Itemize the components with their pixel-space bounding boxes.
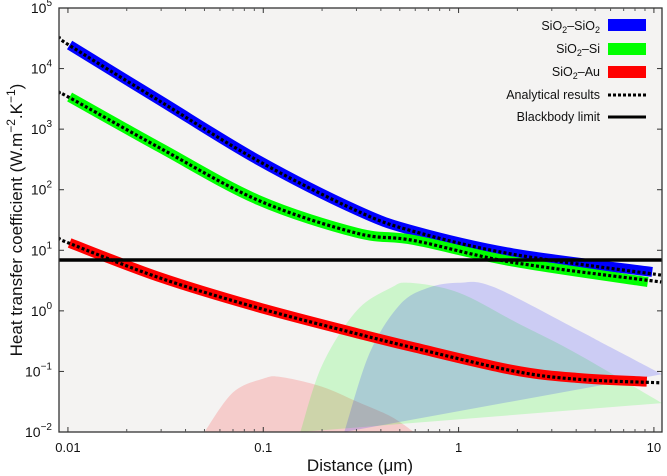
legend-swatch-red	[608, 66, 646, 78]
y-axis-label: Heat transfer coefficient (W.m−2.K−1)	[4, 84, 26, 357]
legend-label: SiO2–Si	[556, 42, 600, 58]
y-tick-label: 10−1	[25, 361, 52, 379]
x-tick-label: 1	[455, 440, 462, 455]
analytical-curve-1	[59, 90, 662, 284]
y-tick-label: 102	[31, 180, 53, 198]
legend-entry-sio2-au: SiO2–Au	[552, 65, 646, 81]
x-tick-label: 0.01	[55, 440, 80, 455]
axis-ticks	[59, 7, 662, 433]
legend-label: SiO2–Au	[552, 65, 600, 81]
x-axis-label: Distance (μm)	[307, 456, 413, 475]
legend-entry-sio2-si: SiO2–Si	[556, 42, 646, 58]
y-tick-label: 104	[31, 59, 53, 77]
legend-entry-sio2-sio2: SiO2–SiO2	[541, 19, 646, 35]
y-tick-label: 101	[31, 240, 53, 258]
x-tick-labels: 0.01 0.1 1 10	[55, 440, 661, 455]
legend: SiO2–SiO2 SiO2–Si SiO2–Au Analytical res…	[506, 19, 646, 124]
shaded-region-0	[204, 376, 414, 432]
legend-swatch-blue	[608, 19, 646, 31]
legend-label: SiO2–SiO2	[541, 19, 600, 35]
analytical-curve-0	[59, 35, 662, 277]
legend-label: Blackbody limit	[517, 110, 601, 124]
shaded-region-1	[300, 282, 662, 432]
y-tick-label: 103	[31, 119, 53, 137]
shaded-region-2	[344, 281, 662, 432]
x-tick-label: 10	[647, 440, 661, 455]
shaded-regions	[204, 281, 662, 432]
y-tick-label: 10−2	[25, 422, 52, 440]
y-tick-label: 100	[31, 301, 53, 319]
x-tick-label: 0.1	[254, 440, 272, 455]
analytical-curve-2	[59, 236, 662, 385]
legend-swatch-green	[608, 43, 646, 55]
legend-entry-analytical: Analytical results	[506, 88, 646, 102]
legend-entry-blackbody: Blackbody limit	[517, 110, 646, 124]
analytical-curves	[59, 35, 662, 385]
plot-background	[59, 8, 662, 432]
y-tick-label: 105	[31, 0, 53, 16]
legend-label: Analytical results	[506, 88, 600, 102]
plot-frame	[58, 7, 663, 433]
y-tick-labels: 10−2 10−1 100 101 102 103 104 105	[25, 0, 52, 440]
